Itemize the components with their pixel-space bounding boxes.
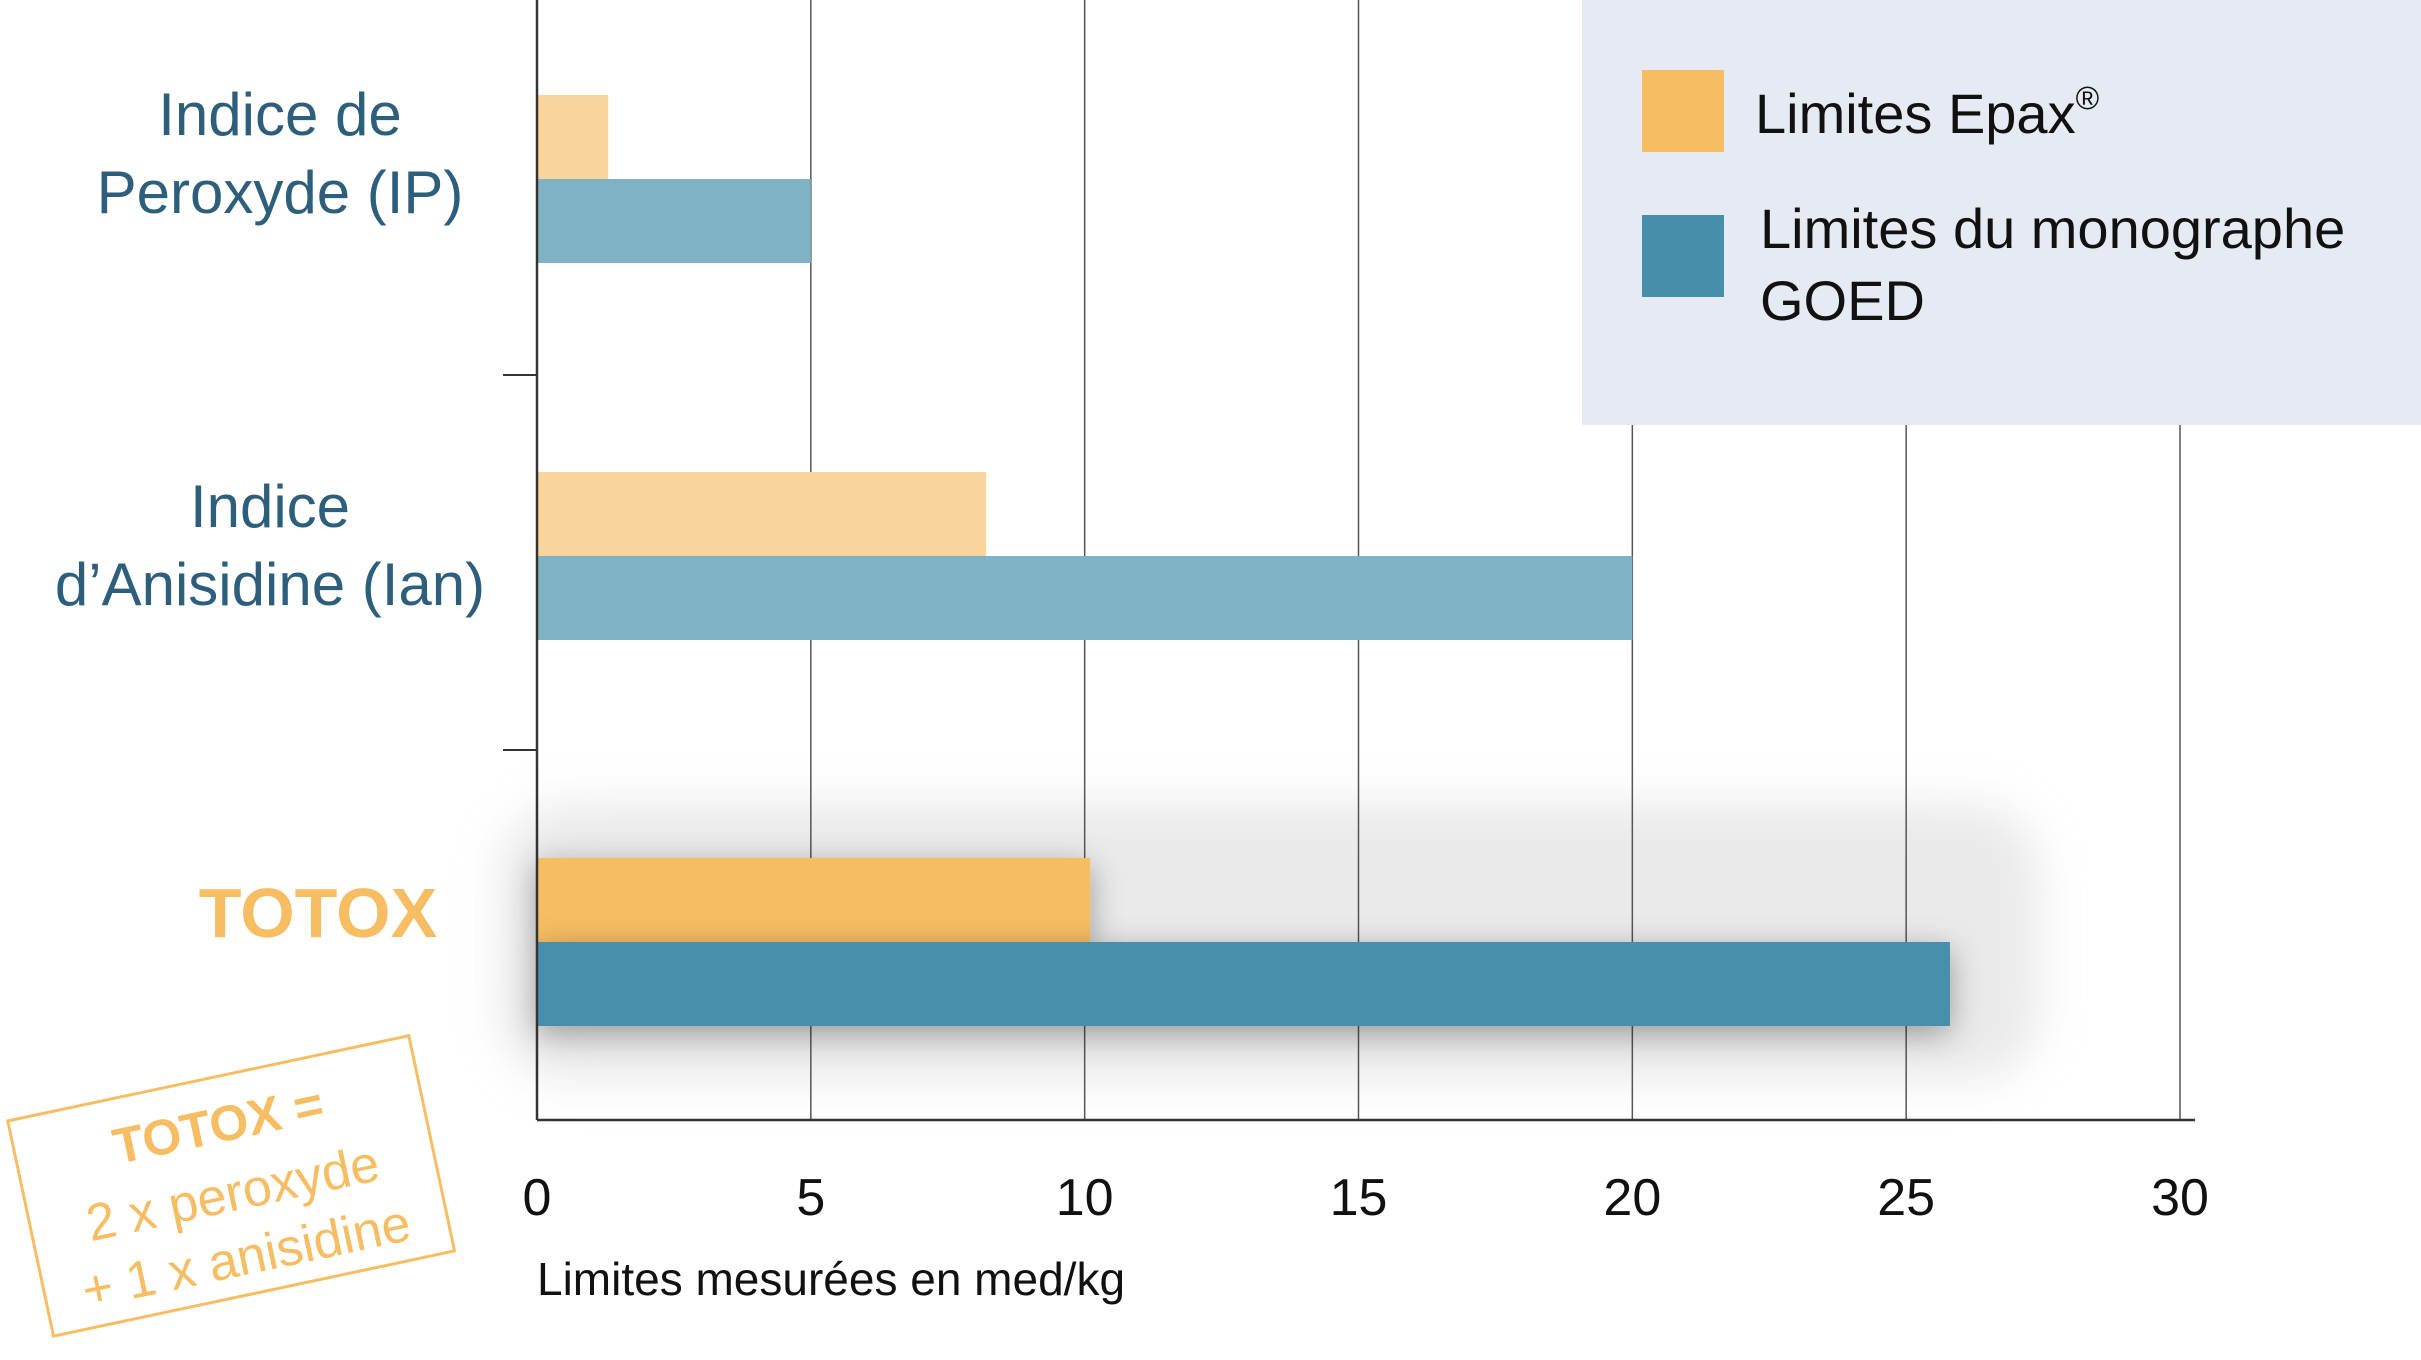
x-tick-label: 10: [1056, 1169, 1114, 1227]
totox-formula-annotation: TOTOX =2 x peroxyde+ 1 x anisidine: [5, 1033, 457, 1338]
x-axis-title: Limites mesurées en med/kg: [537, 1253, 1125, 1305]
legend-swatch-epax: [1642, 70, 1724, 152]
bar-2-series-2: [537, 556, 1633, 640]
legend-label-goed: Limites du monographe: [1760, 197, 2345, 260]
bar-1-series-1: [537, 95, 609, 179]
annotation-border: [5, 1033, 457, 1338]
legend-label-epax: Limites Epax®: [1755, 80, 2100, 145]
x-tick-label: 15: [1330, 1169, 1388, 1227]
x-tick-label: 5: [796, 1169, 825, 1227]
category-label: Indice de: [158, 81, 402, 148]
x-tick-label: 0: [523, 1169, 552, 1227]
category-label: Peroxyde (IP): [97, 159, 464, 226]
x-tick-label: 20: [1603, 1169, 1661, 1227]
category-label: Indice: [190, 473, 350, 540]
bar-3-series-1: [537, 858, 1091, 942]
category-label: d’Anisidine (Ian): [55, 551, 485, 618]
x-tick-label: 30: [2151, 1169, 2209, 1227]
bar-2-series-1: [537, 472, 987, 556]
legend-label-epax-superscript: ®: [2076, 80, 2100, 116]
x-tick-label: 25: [1877, 1169, 1935, 1227]
legend-swatch-goed: [1642, 215, 1724, 297]
category-label: TOTOX: [199, 874, 438, 952]
legend-label-epax-text: Limites Epax: [1755, 82, 2076, 145]
bar-1-series-2: [537, 179, 811, 263]
bar-3-series-2: [537, 942, 1950, 1026]
legend-label-goed: GOED: [1760, 269, 1925, 332]
